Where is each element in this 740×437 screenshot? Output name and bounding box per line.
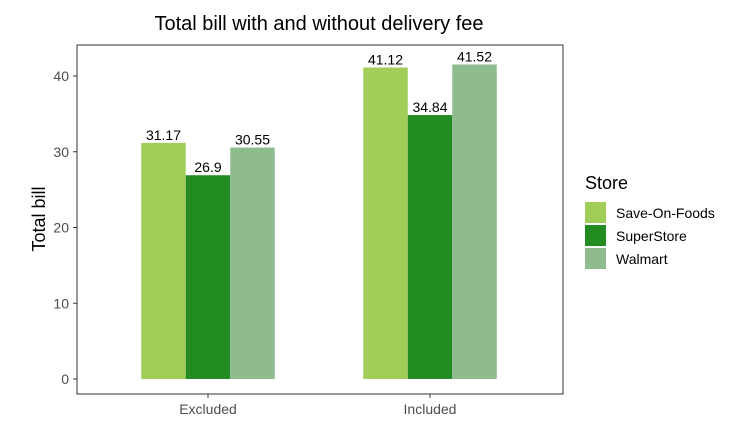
data-label: 41.12 xyxy=(368,52,403,68)
legend-swatch xyxy=(585,202,606,223)
legend-swatch xyxy=(585,225,606,246)
y-tick-label: 40 xyxy=(53,68,69,84)
y-tick-label: 10 xyxy=(53,295,69,311)
data-label: 34.84 xyxy=(412,99,447,115)
y-tick-label: 0 xyxy=(61,371,69,387)
legend-label: Save-On-Foods xyxy=(616,205,715,221)
bar-superstore-excluded xyxy=(185,175,231,379)
x-axis: Excluded Included xyxy=(179,394,456,417)
bar-save-on-foods-included xyxy=(363,67,408,380)
data-label: 31.17 xyxy=(146,127,181,143)
x-tick-label: Included xyxy=(404,401,457,417)
bar-walmart-excluded xyxy=(230,147,275,379)
legend-swatch xyxy=(585,248,606,269)
bars-group xyxy=(141,64,497,380)
data-label: 30.55 xyxy=(235,132,270,148)
legend-title: Store xyxy=(585,173,628,193)
bar-save-on-foods-excluded xyxy=(141,142,186,379)
y-axis: 0 10 20 30 40 xyxy=(53,68,77,387)
y-axis-title: Total bill xyxy=(29,186,49,251)
data-label: 26.9 xyxy=(194,159,221,175)
y-tick-label: 20 xyxy=(53,220,69,236)
legend-label: SuperStore xyxy=(616,228,687,244)
bar-walmart-included xyxy=(452,64,497,380)
bar-superstore-included xyxy=(407,115,453,379)
y-tick-label: 30 xyxy=(53,144,69,160)
data-label: 41.52 xyxy=(457,48,492,64)
data-labels-group: 31.17 26.9 30.55 41.12 34.84 41.52 xyxy=(146,48,492,175)
legend: Store Save-On-Foods SuperStore Walmart xyxy=(585,173,715,269)
legend-label: Walmart xyxy=(616,251,668,267)
chart-title: Total bill with and without delivery fee xyxy=(154,13,483,35)
x-tick-label: Excluded xyxy=(179,401,237,417)
